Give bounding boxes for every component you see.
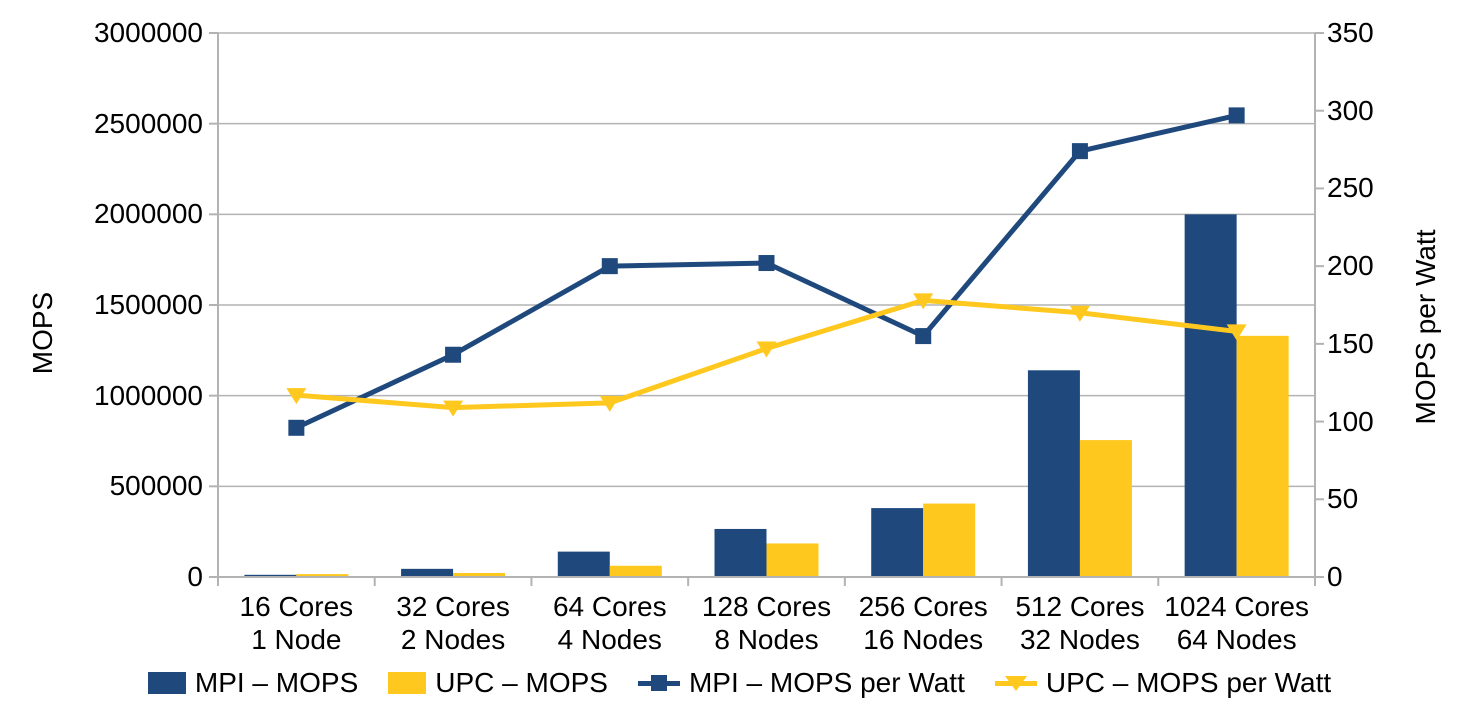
right-axis-tick-label: 50 — [1327, 483, 1359, 515]
bar-mpi-mops-128-cores — [714, 528, 767, 577]
x-category-line1: 512 Cores — [1015, 591, 1145, 622]
marker-triangle-upc-mops-per-watt-256-cores — [913, 293, 934, 310]
x-category-label-256-cores: 256 Cores 16 Nodes — [828, 590, 1018, 656]
marker-triangle-upc-mops-per-watt-1024-cores — [1226, 324, 1247, 341]
x-category-line1: 64 Cores — [552, 591, 667, 622]
bar-mpi-mops-512-cores — [1027, 370, 1080, 577]
marker-triangle-upc-mops-per-watt-512-cores — [1069, 305, 1090, 322]
legend-label: UPC – MOPS per Watt — [1045, 667, 1332, 698]
right-axis-tick-label: 100 — [1327, 405, 1374, 437]
x-category-line1: 32 Cores — [396, 591, 510, 622]
legend-item-upc-mops: UPC – MOPS — [388, 666, 608, 700]
bar-upc-mops-256-cores — [923, 503, 976, 577]
x-category-line2: 64 Nodes — [1176, 624, 1297, 655]
marker-square-mpi-mops-per-watt-16-cores — [288, 419, 305, 436]
marker-square-mpi-mops-per-watt-256-cores — [915, 328, 932, 345]
x-category-label-512-cores: 512 Cores 32 Nodes — [985, 590, 1175, 656]
x-category-line2: 1 Node — [251, 624, 342, 655]
x-category-line1: 1024 Cores — [1164, 591, 1310, 622]
right-axis-tick-label: 350 — [1327, 17, 1374, 48]
bar-upc-mops-64-cores — [609, 565, 662, 577]
right-axis-tick-label: 0 — [1327, 561, 1343, 592]
x-category-label-32-cores: 32 Cores 2 Nodes — [358, 590, 548, 656]
left-axis-tick-label: 2000000 — [93, 198, 203, 230]
marker-square-mpi-mops-per-watt-32-cores — [445, 346, 462, 363]
marker-triangle-upc-mops-per-watt-64-cores — [599, 395, 620, 412]
legend-swatch-upc-mops — [388, 672, 427, 694]
bar-mpi-mops-16-cores — [244, 574, 297, 577]
bar-upc-mops-16-cores — [296, 574, 349, 577]
legend-label: MPI – MOPS per Watt — [688, 667, 965, 698]
bar-mpi-mops-256-cores — [871, 508, 924, 577]
right-axis-tick-label: 150 — [1327, 327, 1374, 359]
legend-item-upc-mops-per-watt: UPC – MOPS per Watt — [994, 666, 1332, 700]
marker-square-mpi-mops-per-watt-1024-cores — [1228, 107, 1245, 124]
bar-upc-mops-1024-cores — [1236, 335, 1289, 577]
x-category-label-128-cores: 128 Cores 8 Nodes — [672, 590, 862, 656]
marker-square-mpi-mops-per-watt-128-cores — [758, 255, 775, 272]
marker-triangle-upc-mops-per-watt-16-cores — [286, 388, 307, 405]
right-axis-tick-label: 250 — [1327, 172, 1374, 204]
bar-mpi-mops-1024-cores — [1184, 214, 1237, 578]
legend-label: UPC – MOPS — [435, 667, 608, 698]
legend-item-mpi-mops: MPI – MOPS — [147, 666, 359, 700]
legend-square-marker-icon — [650, 675, 667, 691]
bar-upc-mops-32-cores — [453, 573, 506, 577]
marker-triangle-upc-mops-per-watt-128-cores — [756, 341, 777, 358]
legend-label: MPI – MOPS — [194, 667, 359, 698]
legend-triangle-marker-icon — [1004, 676, 1027, 691]
x-category-label-64-cores: 64 Cores 4 Nodes — [515, 590, 705, 656]
legend-swatch-mpi-mops-per-watt — [637, 670, 680, 696]
x-category-line1: 128 Cores — [701, 591, 832, 622]
x-category-label-1024-cores: 1024 Cores 64 Nodes — [1142, 590, 1332, 656]
legend-swatch-upc-mops-per-watt — [994, 670, 1037, 696]
marker-square-mpi-mops-per-watt-512-cores — [1071, 143, 1088, 160]
left-axis-tick-label: 3000000 — [93, 17, 203, 48]
marker-triangle-upc-mops-per-watt-32-cores — [443, 400, 464, 417]
legend-swatch-mpi-mops — [147, 672, 186, 694]
right-axis-tick-label: 200 — [1327, 250, 1374, 282]
x-category-line2: 32 Nodes — [1019, 624, 1140, 655]
x-category-line2: 8 Nodes — [714, 624, 819, 655]
left-axis-tick-label: 500000 — [109, 470, 203, 502]
bar-upc-mops-128-cores — [766, 543, 819, 577]
x-category-line2: 4 Nodes — [557, 624, 662, 655]
bar-mpi-mops-64-cores — [557, 551, 610, 577]
bar-upc-mops-512-cores — [1079, 440, 1132, 577]
left-axis-tick-label: 0 — [187, 561, 203, 592]
chart-legend: MPI – MOPS UPC – MOPS MPI – MOPS per Watt U… — [0, 666, 1479, 700]
line-mpi-mops-per-watt — [293, 112, 1240, 431]
marker-square-mpi-mops-per-watt-64-cores — [601, 258, 618, 275]
bar-mpi-mops-32-cores — [401, 568, 454, 577]
x-category-line2: 2 Nodes — [400, 624, 506, 655]
x-category-line2: 16 Nodes — [863, 624, 984, 655]
left-axis-tick-label: 1500000 — [93, 289, 203, 320]
left-axis-tick-label: 2500000 — [93, 107, 203, 139]
right-axis-title-text: MOPS per Watt — [1410, 229, 1441, 425]
left-axis-tick-label: 1000000 — [93, 379, 203, 411]
x-category-line1: 256 Cores — [858, 591, 988, 622]
left-axis-title-text: MOPS — [27, 291, 58, 375]
right-axis-tick-label: 300 — [1327, 94, 1374, 126]
legend-item-mpi-mops-per-watt: MPI – MOPS per Watt — [637, 666, 965, 700]
x-category-line1: 16 Cores — [239, 591, 354, 622]
x-category-label-16-cores: 16 Cores 1 Node — [201, 590, 391, 656]
